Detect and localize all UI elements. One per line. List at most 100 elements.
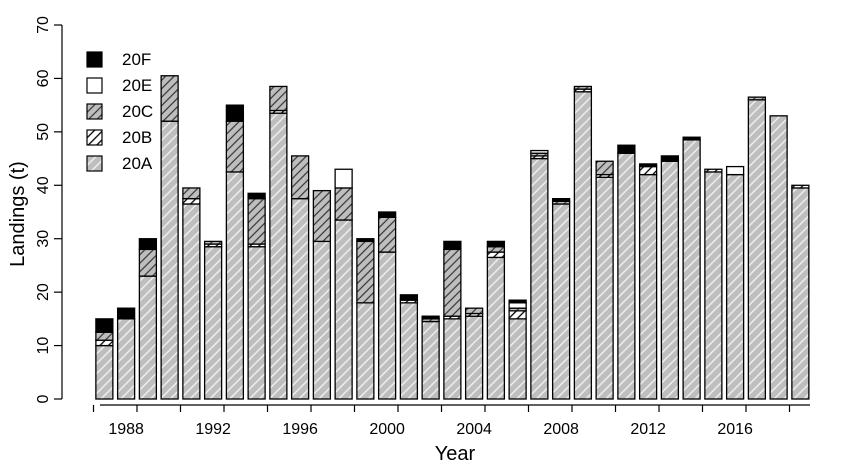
bar-segment-20a-2006 (508, 318, 527, 400)
bar-segment-20c-1987 (95, 331, 114, 341)
bar-segment-20f-1994 (247, 192, 266, 200)
bar-segment-20a-1994 (247, 246, 266, 400)
bar-segment-20a-2017 (747, 99, 767, 400)
bar-segment-20a-2001 (399, 302, 419, 400)
bar-segment-20c-1993 (225, 120, 245, 173)
bar-segment-20a-2012 (638, 173, 658, 400)
y-tick-label: 70 (35, 16, 52, 34)
bar-segment-20f-2001 (399, 294, 419, 301)
x-tick-label: 2000 (369, 421, 405, 438)
x-tick-label: 2008 (543, 421, 579, 438)
bar-segment-20a-1996 (290, 197, 310, 400)
bar-segment-20a-2004 (464, 315, 484, 400)
legend-swatch-20e (86, 77, 103, 94)
bar-segment-20c-1989 (138, 248, 158, 277)
bar-segment-20f-1987 (95, 318, 114, 333)
legend-label-20b: 20B (122, 128, 152, 147)
bar-segment-20a-1992 (203, 246, 223, 400)
x-tick-label: 1988 (108, 421, 144, 438)
bar-segment-20a-2003 (443, 318, 462, 400)
x-tick-label: 2016 (717, 421, 753, 438)
y-tick-label: 20 (35, 283, 52, 301)
bar-segment-20a-1995 (269, 112, 288, 400)
bar-segment-20a-1991 (182, 203, 201, 400)
bar-segment-20c-1999 (356, 240, 375, 304)
bar-segment-20c-2009 (573, 85, 593, 90)
bar-segment-20f-2014 (682, 136, 701, 141)
legend-swatch-20c (86, 103, 103, 120)
bar-segment-20a-2000 (377, 251, 397, 400)
bar-segment-20b-2015 (704, 168, 723, 173)
bar-segment-20a-1997 (312, 240, 332, 400)
bar-segment-20c-2010 (595, 160, 614, 176)
bar-segment-20a-2011 (617, 152, 636, 400)
legend-swatch-20a (86, 155, 103, 172)
bar-segment-20c-1992 (203, 240, 223, 245)
bar-segment-20f-1989 (138, 238, 158, 251)
bar-segment-20c-1994 (247, 197, 266, 245)
legend-label-20e: 20E (122, 76, 152, 95)
bar-segment-20f-2008 (551, 197, 571, 202)
bar-segment-20a-1989 (138, 275, 158, 400)
bar-segment-20a-1993 (225, 171, 245, 400)
y-tick-label: 0 (35, 394, 52, 403)
bar-segment-20b-2005 (486, 251, 506, 259)
bar-segment-20e-2016 (725, 165, 745, 176)
legend-label-20a: 20A (122, 154, 153, 173)
bar-segment-20a-2002 (421, 320, 440, 400)
bar-segment-20a-1999 (356, 302, 375, 400)
y-tick-label: 60 (35, 69, 52, 87)
bars (95, 75, 810, 400)
bar-segment-20a-1988 (116, 318, 136, 400)
bar-segment-20a-2013 (660, 160, 680, 400)
bar-segment-20a-2015 (704, 171, 723, 400)
x-tick-label: 2004 (456, 421, 492, 438)
bar-segment-20f-1999 (356, 238, 375, 243)
bar-segment-20f-2013 (660, 155, 680, 162)
legend-label-20c: 20C (122, 102, 153, 121)
bar-segment-20c-1997 (312, 189, 332, 243)
bar-segment-20c-2003 (443, 248, 462, 317)
legend-swatch-20b (86, 129, 103, 146)
y-axis-label: Landings (t) (7, 161, 29, 267)
bar-segment-20e-2006 (508, 302, 527, 309)
bar-segment-20c-1990 (160, 75, 179, 122)
bar-segment-20a-1990 (160, 120, 179, 400)
bar-segment-20c-2017 (747, 96, 767, 101)
bar-segment-20b-1991 (182, 197, 201, 205)
legend: 20F 20E 20C 20B 20A (86, 50, 153, 173)
bar-segment-20a-1998 (334, 219, 353, 400)
y-tick-label: 50 (35, 123, 52, 141)
y-axis: 0 10 20 30 40 50 60 70 (35, 16, 63, 403)
bar-segment-20a-2005 (486, 256, 506, 400)
bar-segment-20c-2004 (464, 307, 484, 315)
bar-segment-20a-2019 (791, 187, 810, 400)
bar-segment-20c-2005 (486, 246, 506, 253)
bar-segment-20a-1987 (95, 344, 114, 400)
bar-segment-20a-2009 (573, 91, 593, 400)
bar-segment-20f-2011 (617, 144, 636, 154)
bar-segment-20f-1988 (116, 307, 136, 320)
bar-segment-20e-1998 (334, 168, 353, 189)
bar-segment-20c-1996 (290, 155, 310, 200)
bar-segment-20e-2007 (530, 149, 549, 154)
bar-segment-20f-2005 (486, 240, 506, 248)
bar-segment-20f-1993 (225, 104, 245, 122)
bar-segment-20a-2014 (682, 139, 701, 400)
x-axis-label: Year (435, 443, 476, 465)
bar-segment-20f-2002 (421, 315, 440, 320)
bar-segment-20f-2003 (443, 240, 462, 251)
bar-segment-20c-2000 (377, 216, 397, 253)
bar-segment-20c-1991 (182, 187, 201, 200)
bar-segment-20f-2000 (377, 211, 397, 218)
y-tick-label: 30 (35, 230, 52, 248)
bar-segment-20a-2016 (725, 173, 745, 400)
x-axis: 1988 1992 1996 2000 2004 2008 2012 2016 (92, 404, 810, 438)
legend-label-20f: 20F (122, 50, 151, 69)
bar-segment-20b-2019 (791, 184, 810, 189)
bar-segment-20c-1998 (334, 187, 353, 221)
bar-segment-20f-2012 (638, 163, 658, 168)
x-tick-label: 1992 (195, 421, 231, 438)
bar-segment-20f-2006 (508, 299, 527, 304)
